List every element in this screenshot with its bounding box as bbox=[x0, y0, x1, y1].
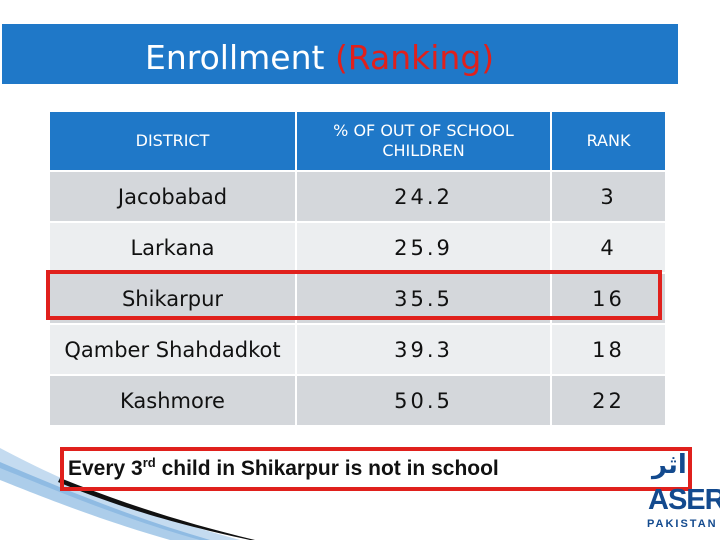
table-row: Jacobabad 24.2 3 bbox=[48, 170, 667, 223]
title-bar bbox=[2, 24, 678, 84]
percent-cell: 35.5 bbox=[295, 272, 552, 325]
district-cell: Shikarpur bbox=[48, 272, 297, 325]
district-cell: Qamber Shahdadkot bbox=[48, 323, 297, 376]
callout-text-end: child in Shikarpur is not in school bbox=[155, 457, 499, 480]
header-rank: RANK bbox=[550, 110, 667, 172]
callout-text: Every 3rd child in Shikarpur is not in s… bbox=[68, 455, 499, 481]
title-accent: (Ranking) bbox=[334, 38, 495, 77]
ranking-table: DISTRICT % OF OUT OF SCHOOL CHILDREN RAN… bbox=[48, 110, 667, 427]
aser-logo: اثر ASER PAKISTAN bbox=[646, 450, 720, 538]
callout-box bbox=[60, 447, 692, 491]
logo-country-text: PAKISTAN bbox=[647, 518, 718, 530]
percent-cell: 50.5 bbox=[295, 374, 552, 427]
header-percent-out-of-school: % OF OUT OF SCHOOL CHILDREN bbox=[295, 110, 552, 172]
percent-cell: 39.3 bbox=[295, 323, 552, 376]
table-header-row: DISTRICT % OF OUT OF SCHOOL CHILDREN RAN… bbox=[48, 110, 667, 172]
table-row: Qamber Shahdadkot 39.3 18 bbox=[48, 323, 667, 376]
logo-urdu-text: اثر bbox=[652, 450, 687, 480]
district-cell: Larkana bbox=[48, 221, 297, 274]
rank-cell: 4 bbox=[550, 221, 667, 274]
district-cell: Kashmore bbox=[48, 374, 297, 427]
table-row: Larkana 25.9 4 bbox=[48, 221, 667, 274]
district-cell: Jacobabad bbox=[48, 170, 297, 223]
rank-cell: 16 bbox=[550, 272, 667, 325]
percent-cell: 25.9 bbox=[295, 221, 552, 274]
rank-cell: 3 bbox=[550, 170, 667, 223]
table-row: Kashmore 50.5 22 bbox=[48, 374, 667, 427]
logo-brand-text: ASER bbox=[648, 484, 720, 516]
slide-title: Enrollment (Ranking) bbox=[145, 38, 494, 77]
rank-cell: 18 bbox=[550, 323, 667, 376]
header-district: DISTRICT bbox=[48, 110, 297, 172]
callout-text-start: Every 3 bbox=[68, 457, 143, 480]
callout-ordinal-suffix: rd bbox=[142, 455, 156, 470]
percent-cell: 24.2 bbox=[295, 170, 552, 223]
title-main: Enrollment bbox=[145, 38, 325, 77]
table-row-highlighted: Shikarpur 35.5 16 bbox=[48, 272, 667, 325]
rank-cell: 22 bbox=[550, 374, 667, 427]
